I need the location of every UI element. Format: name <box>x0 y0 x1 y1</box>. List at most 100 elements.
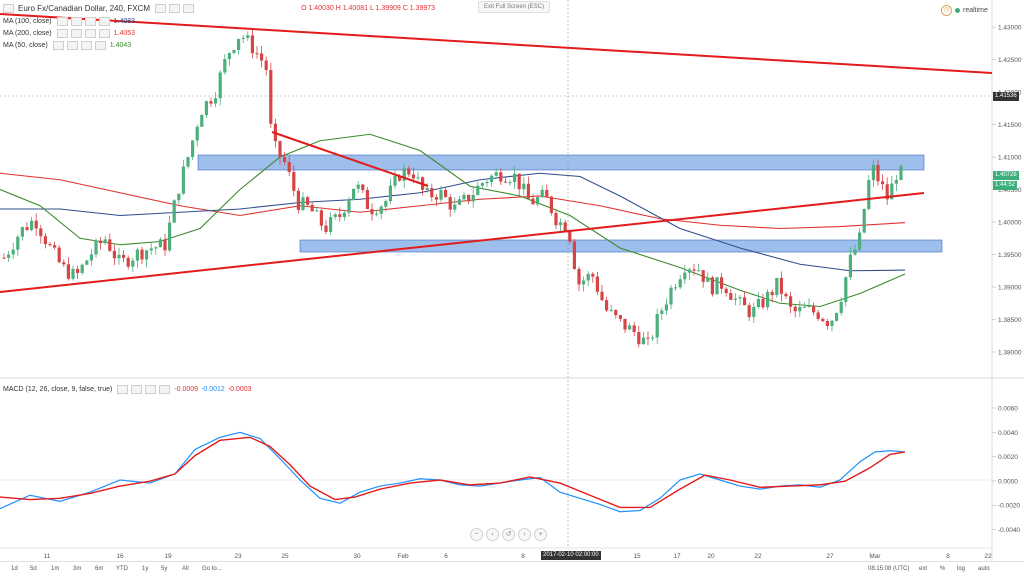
candle-body <box>310 204 314 212</box>
indicator-controls-icon[interactable] <box>56 17 111 26</box>
extended-hours-toggle[interactable]: ext <box>919 566 928 572</box>
candle-body <box>448 197 452 210</box>
time-tick-label: 11 <box>44 553 51 560</box>
candle-body <box>490 175 494 182</box>
range-3m-button[interactable]: 3m <box>73 566 82 572</box>
range-all-button[interactable]: All <box>182 566 189 572</box>
range-5d-button[interactable]: 5d <box>30 566 37 572</box>
auto-scale-toggle[interactable]: auto <box>978 566 990 572</box>
candle-body <box>315 210 319 212</box>
candle-body <box>476 185 480 196</box>
macd-legend[interactable]: MACD (12, 26, close, 9, false, true) -0.… <box>3 384 252 395</box>
candle-body <box>582 280 586 285</box>
range-1y-button[interactable]: 1y <box>142 566 149 572</box>
range-ytd-button[interactable]: YTD <box>116 566 128 572</box>
candle-body <box>508 182 512 184</box>
candle-body <box>536 197 540 205</box>
candle-body <box>798 306 802 312</box>
macd-tick-label: 0.0060 <box>998 406 1018 413</box>
candle-body <box>319 210 323 226</box>
candle-body <box>57 247 61 263</box>
candle-body <box>168 222 172 251</box>
time-tick-label: 25 <box>281 553 289 560</box>
symbol-legend: Euro Fx/Canadian Dollar, 240, FXCM O 1.4… <box>3 3 435 14</box>
candle-body <box>729 293 733 300</box>
symbol-collapse-icon[interactable] <box>3 4 14 13</box>
zoom-out-icon[interactable]: − <box>470 528 483 541</box>
price-tick-label: 1.43000 <box>998 25 1022 32</box>
candle-body <box>697 270 701 272</box>
exit-fullscreen-button[interactable]: Exit Full Screen (ESC) <box>478 1 550 13</box>
candle-body <box>39 228 43 237</box>
candle-body <box>227 53 231 60</box>
candle-body <box>499 172 503 182</box>
candle-body <box>752 306 756 318</box>
scroll-right-icon[interactable]: › <box>518 528 531 541</box>
candle-body <box>333 214 337 218</box>
candle-body <box>687 269 691 273</box>
range-1m-button[interactable]: 1m <box>51 566 60 572</box>
ma200-label: MA (200, close) <box>3 30 52 37</box>
candle-body <box>830 320 834 327</box>
price-tick-label: 1.42500 <box>998 57 1022 64</box>
range-5y-button[interactable]: 5y <box>161 566 168 572</box>
ma100-legend[interactable]: MA (100, close) 1.4083 <box>3 16 135 27</box>
candle-body <box>16 236 20 250</box>
time-tick-label: 15 <box>633 553 641 560</box>
range-1d-button[interactable]: 1d <box>11 566 18 572</box>
candle-body <box>140 249 144 260</box>
scroll-left-icon[interactable]: ‹ <box>486 528 499 541</box>
candle-body <box>20 227 24 237</box>
reset-icon[interactable]: ↺ <box>502 528 515 541</box>
candle-body <box>862 208 866 233</box>
goto-date-button[interactable]: Go to... <box>202 566 222 572</box>
candle-body <box>526 183 530 199</box>
realtime-dot-icon <box>955 8 960 13</box>
candle-body <box>595 276 599 292</box>
candle-body <box>881 181 885 185</box>
legend-controls-icon[interactable] <box>155 4 195 13</box>
candle-body <box>338 214 342 218</box>
candle-body <box>177 193 181 201</box>
candle-body <box>457 199 461 205</box>
zoom-in-icon[interactable]: + <box>534 528 547 541</box>
candle-body <box>623 318 627 330</box>
candle-body <box>614 310 618 316</box>
candle-body <box>503 181 507 183</box>
candle-body <box>628 325 632 330</box>
candle-body <box>214 98 218 104</box>
range-6m-button[interactable]: 6m <box>95 566 104 572</box>
ma200-legend[interactable]: MA (200, close) 1.4053 <box>3 28 135 39</box>
percent-scale-toggle[interactable]: % <box>940 566 946 572</box>
candle-body <box>517 173 521 190</box>
macd-line-value: -0.0012 <box>201 386 225 393</box>
utc-clock[interactable]: 08:15:08 (UTC) <box>868 566 910 572</box>
time-tick-label: 8 <box>946 553 950 560</box>
indicator-controls-icon[interactable] <box>52 41 107 50</box>
time-tick-label: 22 <box>754 553 762 560</box>
price-tick-label: 1.41000 <box>998 155 1022 162</box>
ma100-label: MA (100, close) <box>3 18 52 25</box>
countdown-badge: 1:44:52 <box>993 181 1018 190</box>
candle-body <box>301 197 305 211</box>
candle-body <box>131 260 135 267</box>
indicator-controls-icon[interactable] <box>56 29 111 38</box>
candle-body <box>85 260 89 265</box>
candle-body <box>117 254 121 259</box>
price-tick-label: 1.39500 <box>998 252 1022 259</box>
clock-icon[interactable]: ◷ <box>941 5 952 16</box>
log-scale-toggle[interactable]: log <box>957 566 966 572</box>
candle-body <box>467 194 471 202</box>
candle-body <box>163 239 167 251</box>
crosshair-time-badge: 2017-02-10 02:00:00 <box>541 551 601 560</box>
ma50-legend[interactable]: MA (50, close) 1.4043 <box>3 40 131 51</box>
candle-body <box>361 184 365 191</box>
candle-body <box>572 241 576 269</box>
candle-body <box>379 206 383 214</box>
candle-body <box>375 213 379 215</box>
candle-body <box>885 184 889 200</box>
candle-body <box>844 277 848 302</box>
candle-body <box>618 315 622 319</box>
indicator-controls-icon[interactable] <box>117 385 171 394</box>
